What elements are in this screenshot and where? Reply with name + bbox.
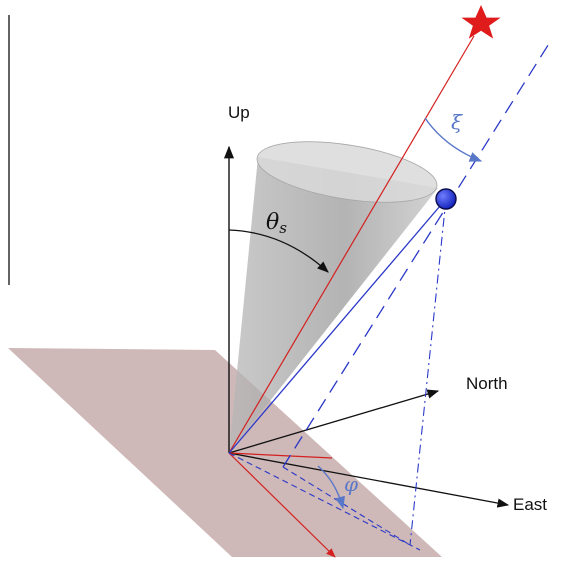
phi-label: φ xyxy=(344,472,358,496)
projection-connector xyxy=(282,466,411,546)
sphere-icon xyxy=(435,188,457,210)
theta-symbol: θ xyxy=(266,210,279,235)
ground-plane xyxy=(8,348,442,557)
xi-angle-arc xyxy=(424,117,483,162)
star-icon xyxy=(461,5,501,39)
theta-s-label: θs xyxy=(266,210,287,237)
viewing-cone xyxy=(229,141,438,453)
theta-angle-arc xyxy=(228,229,329,273)
azimuth-projection-line xyxy=(228,452,421,551)
star-direction-line xyxy=(228,35,475,454)
north-axis xyxy=(228,389,440,454)
star-horizontal-line xyxy=(228,452,333,459)
vertical-projection-line xyxy=(409,198,447,546)
parallel-dashed-line xyxy=(282,41,551,468)
star-ground-projection xyxy=(228,452,336,558)
xi-label: ξ xyxy=(451,110,463,134)
east-axis xyxy=(228,452,510,508)
theta-subscript: s xyxy=(279,219,287,237)
north-label: North xyxy=(466,374,508,393)
up-label: Up xyxy=(228,103,250,122)
source-direction-line xyxy=(228,198,447,454)
phi-angle-arc xyxy=(317,465,345,510)
east-label: East xyxy=(513,495,547,514)
